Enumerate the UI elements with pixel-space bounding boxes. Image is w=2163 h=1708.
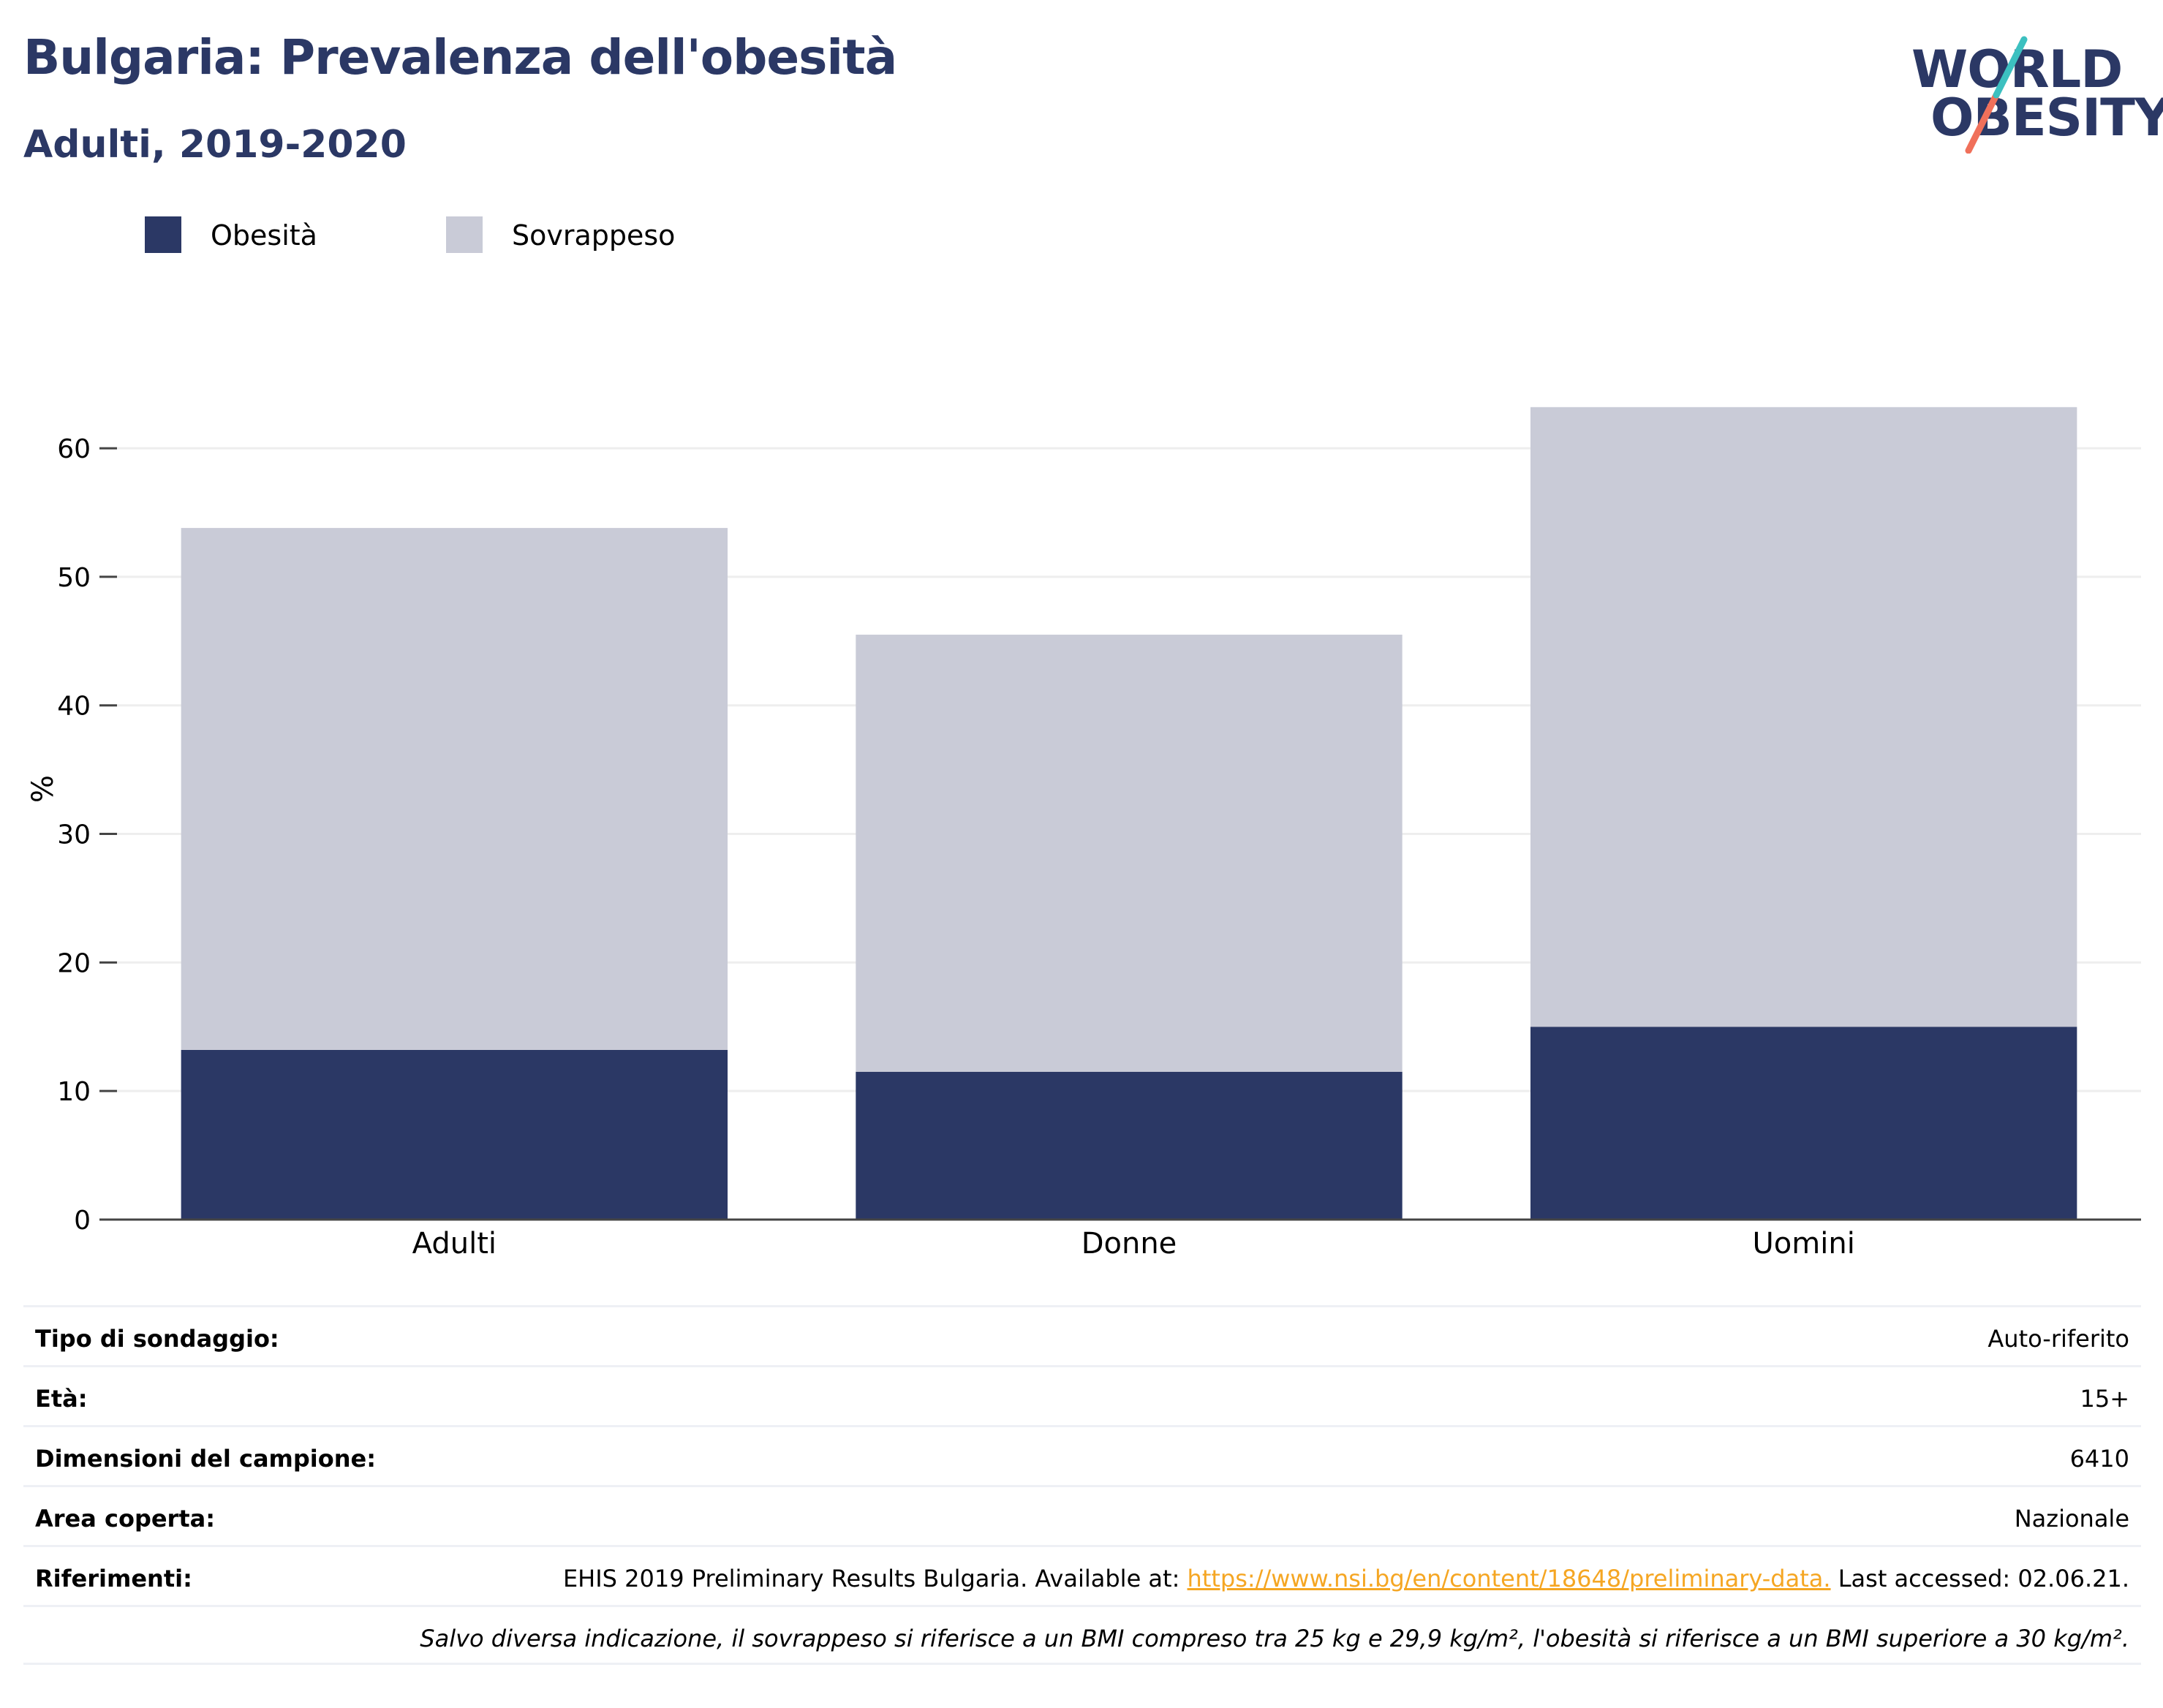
logo-line-2: OBESITY <box>1930 88 2163 148</box>
legend-swatch-sovrappeso <box>446 216 483 253</box>
x-tick-label: Adulti <box>412 1227 497 1261</box>
bar-obesita-uomini <box>1530 1027 2077 1220</box>
y-tick-label: 20 <box>57 948 91 978</box>
bar-sovrappeso-adulti <box>181 528 728 1050</box>
info-value: 15+ <box>2080 1385 2129 1413</box>
info-row-age: Età: 15+ <box>23 1365 2141 1425</box>
legend-label-obesita: Obesità <box>211 219 317 252</box>
y-tick-label: 50 <box>57 563 91 593</box>
info-row-survey-type: Tipo di sondaggio: Auto-riferito <box>23 1305 2141 1365</box>
info-row-references: Riferimenti: EHIS 2019 Preliminary Resul… <box>23 1545 2141 1605</box>
bar-obesita-donne <box>856 1071 1403 1220</box>
info-key: Area coperta: <box>35 1505 216 1533</box>
info-value: 6410 <box>2069 1445 2129 1473</box>
world-obesity-logo: WORLD OBESITY <box>1901 22 2163 154</box>
reference-prefix: EHIS 2019 Preliminary Results Bulgaria. … <box>562 1565 1188 1592</box>
logo-slash-icon <box>1965 36 2028 154</box>
chart-subtitle: Adulti, 2019-2020 <box>23 123 407 167</box>
info-key: Riferimenti: <box>35 1565 192 1592</box>
x-tick-label: Uomini <box>1753 1227 1855 1261</box>
y-tick-label: 0 <box>74 1206 91 1236</box>
chart-title: Bulgaria: Prevalenza dell'obesità <box>23 29 897 86</box>
bar-obesita-adulti <box>181 1049 728 1220</box>
y-tick-label: 40 <box>57 692 91 722</box>
y-axis-label: % <box>26 775 60 803</box>
legend-swatch-obesita <box>145 216 181 253</box>
info-key: Età: <box>35 1385 88 1413</box>
info-value: EHIS 2019 Preliminary Results Bulgaria. … <box>563 1565 2129 1592</box>
reference-suffix: Last accessed: 02.06.21. <box>1830 1565 2129 1592</box>
info-key: Dimensioni del campione: <box>35 1445 377 1473</box>
bar-sovrappeso-donne <box>856 635 1403 1072</box>
y-tick-label: 10 <box>57 1077 91 1107</box>
info-row-area: Area coperta: Nazionale <box>23 1485 2141 1545</box>
y-tick-label: 30 <box>57 820 91 850</box>
info-key: Tipo di sondaggio: <box>35 1325 279 1353</box>
info-value: Nazionale <box>2014 1505 2129 1533</box>
bmi-definition-note: Salvo diversa indicazione, il sovrappeso… <box>420 1625 2129 1652</box>
info-row-sample-size: Dimensioni del campione: 6410 <box>23 1425 2141 1485</box>
y-tick-label: 60 <box>57 434 91 464</box>
bar-sovrappeso-uomini <box>1530 407 2077 1027</box>
info-value: Auto-riferito <box>1988 1325 2129 1353</box>
legend-label-sovrappeso: Sovrappeso <box>512 219 676 252</box>
bar-chart: 0 10 20 30 40 50 60% Adulti Donne Uomini <box>26 407 2141 1261</box>
survey-info-table: Tipo di sondaggio: Auto-riferito Età: 15… <box>23 1305 2141 1665</box>
info-row-note: Salvo diversa indicazione, il sovrappeso… <box>23 1605 2141 1665</box>
reference-link[interactable]: https://www.nsi.bg/en/content/18648/prel… <box>1187 1565 1831 1592</box>
x-tick-label: Donne <box>1082 1227 1177 1261</box>
